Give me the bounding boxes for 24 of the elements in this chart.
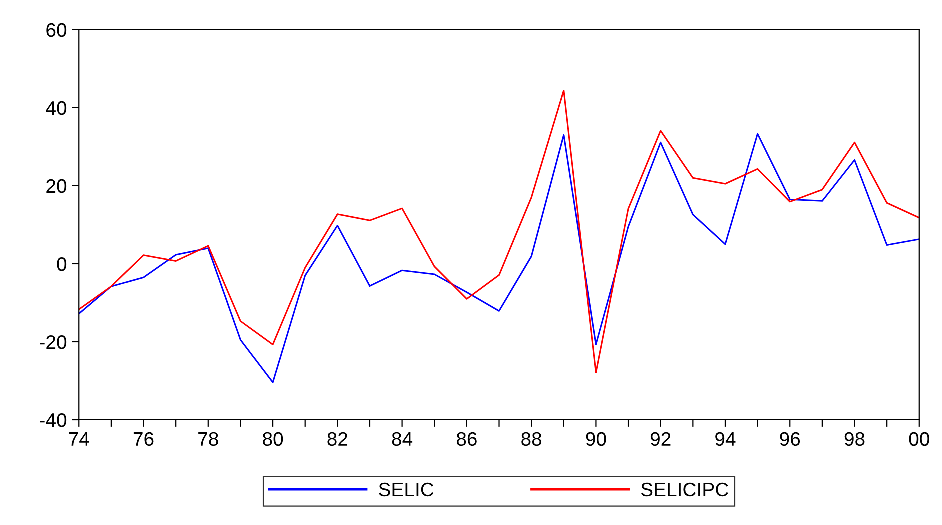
x-tick-label: 88: [522, 432, 542, 446]
x-tick-label: 96: [780, 432, 800, 446]
x-tick-label: 94: [716, 432, 736, 446]
x-tick-label: 82: [328, 432, 348, 446]
line-series: [79, 90, 920, 374]
y-tick-label: -40: [40, 413, 67, 428]
legend-label: SELIC: [379, 482, 434, 497]
y-tick-label: 60: [46, 23, 67, 38]
legend-label: SELICIPC: [641, 482, 728, 497]
x-tick-label: 86: [456, 432, 477, 446]
line-series: [79, 133, 920, 384]
x-tick-label: 80: [263, 432, 284, 446]
x-tick-label: 98: [844, 432, 865, 446]
x-tick-label: 78: [198, 432, 218, 446]
x-tick-label: 84: [392, 432, 413, 446]
y-tick-label: 0: [57, 257, 67, 272]
y-tick-label: -20: [40, 335, 67, 350]
x-tick-label: 74: [69, 432, 90, 446]
x-tick-label: 92: [650, 432, 671, 446]
x-tick-label: 76: [134, 432, 154, 446]
y-tick-label: 40: [46, 101, 67, 116]
y-tick-label: 20: [46, 179, 67, 194]
x-tick-label: 00: [909, 432, 930, 446]
x-tick-label: 90: [586, 432, 606, 446]
